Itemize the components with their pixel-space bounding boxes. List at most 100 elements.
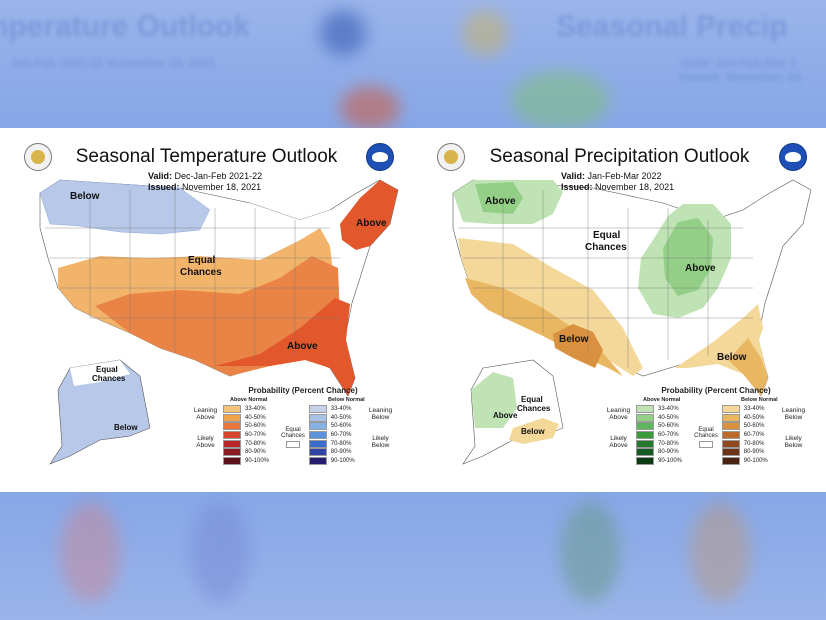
legend-row: 70-80% xyxy=(308,439,363,448)
legend-bin-label: 40-50% xyxy=(658,414,679,421)
temperature-title: Seasonal Temperature Outlook xyxy=(75,146,338,167)
bg-ghost-title-right: Seasonal Precip xyxy=(556,10,788,43)
legend-swatch xyxy=(223,405,241,414)
legend-swatch xyxy=(721,413,740,422)
region-label-alaska-chances: Chances xyxy=(517,404,551,413)
precipitation-map: Above Equal Chances Above Below Below Ab… xyxy=(452,179,812,465)
region-label-chances: Chances xyxy=(585,242,627,253)
legend-row: 33-40% xyxy=(636,405,690,414)
legend-equal-chances: Equal Chances xyxy=(694,427,718,439)
legend-equal-swatch xyxy=(699,441,713,448)
legend-swatch xyxy=(308,405,327,414)
legend-bin-label: 40-50% xyxy=(330,414,352,421)
legend-bin-label: 90-100% xyxy=(245,457,270,464)
legend-above-header: Above Normal xyxy=(230,397,268,403)
legend-likely-above: Likely Above xyxy=(196,435,215,449)
legend-swatch xyxy=(223,431,241,440)
state-borders xyxy=(458,188,753,368)
legend-swatch xyxy=(721,431,740,440)
precip-above-northwest-core xyxy=(475,182,523,214)
legend-row: 33-40% xyxy=(721,405,776,414)
legend-bin-label: 40-50% xyxy=(245,414,266,421)
region-label-below-texas: Below xyxy=(559,334,589,345)
precip-below-florida xyxy=(728,338,768,396)
legend-row: 90-100% xyxy=(721,456,776,466)
temperature-outlook-panel: Below Equal Chances Above Above Equal Ch… xyxy=(0,128,413,492)
legend-bin-label: 33-40% xyxy=(245,406,266,413)
bg-ghost-title-left: nperature Outlook xyxy=(0,10,251,43)
legend-bin-label: 33-40% xyxy=(743,406,765,413)
legend-swatch xyxy=(308,448,327,457)
legend-swatch xyxy=(636,405,654,414)
legend-row: 70-80% xyxy=(636,439,690,448)
legend-bin-label: 60-70% xyxy=(658,432,679,439)
legend-bin-label: 70-80% xyxy=(658,440,679,447)
legend-row: 70-80% xyxy=(721,439,776,448)
issued-label: Issued: xyxy=(148,182,180,192)
legend-swatch xyxy=(223,413,241,422)
legend-row: 50-60% xyxy=(308,422,363,431)
legend-row: 60-70% xyxy=(223,431,277,440)
legend-bin-label: 60-70% xyxy=(743,432,765,439)
precipitation-meta: Valid: Jan-Feb-Mar 2022 Issued: November… xyxy=(561,171,674,193)
alaska-equal-north xyxy=(70,360,130,386)
doc-seal-icon xyxy=(24,143,52,171)
legend-swatch xyxy=(308,431,327,440)
legend-row: 60-70% xyxy=(636,431,690,440)
legend-above-swatches: 33-40% 40-50% 50-60% 60-70% 70-80% 80-90% 90-1… xyxy=(223,405,277,465)
bg-ghost-subtitle-right: Valid: Jan-Feb-Mar 2 Issued: November 18… xyxy=(680,56,805,84)
region-label-equal: Equal xyxy=(593,230,620,241)
noaa-logo-icon xyxy=(366,143,394,171)
valid-value: Dec-Jan-Feb 2021-22 xyxy=(174,171,263,181)
legend-bin-label: 33-40% xyxy=(330,406,352,413)
temperature-map: Below Equal Chances Above Above Equal Ch… xyxy=(39,179,399,465)
legend-bin-label: 90-100% xyxy=(658,457,683,464)
legend-swatch xyxy=(636,448,654,457)
valid-label: Valid: xyxy=(148,171,173,181)
bg-ghost-orange xyxy=(340,86,400,130)
legend-bin-label: 90-100% xyxy=(743,457,768,464)
region-label-alaska-below: Below xyxy=(114,423,138,432)
legend-swatch xyxy=(721,439,740,448)
temp-below-northwest xyxy=(39,179,211,235)
legend-below-swatches: 33-40% 40-50% 50-60% 60-70% 70-80% 80-90% 90-1… xyxy=(308,405,363,465)
region-label-chances: Chances xyxy=(180,267,222,278)
legend-row: 60-70% xyxy=(721,431,776,440)
legend-swatch xyxy=(308,456,327,465)
legend-row: 60-70% xyxy=(308,431,363,440)
legend-swatch xyxy=(308,413,327,422)
state-borders xyxy=(45,188,340,368)
legend-title: Probability (Percent Chance) xyxy=(248,386,358,395)
legend-bin-label: 70-80% xyxy=(743,440,765,447)
issued-value: November 18, 2021 xyxy=(182,182,262,192)
region-label-alaska-chances: Chances xyxy=(92,374,126,383)
outlook-maps: Below Equal Chances Above Above Equal Ch… xyxy=(0,128,826,492)
temperature-legend: Probability (Percent Chance) Above Norma… xyxy=(188,386,398,465)
legend-bin-label: 60-70% xyxy=(330,432,352,439)
legend-equal-chances: Equal Chances xyxy=(281,427,305,439)
legend-leaning-above: Leaning Above xyxy=(606,407,631,421)
temperature-meta: Valid: Dec-Jan-Feb 2021-22 Issued: Novem… xyxy=(148,171,262,193)
legend-above-header: Above Normal xyxy=(643,397,681,403)
legend-bin-label: 60-70% xyxy=(245,432,266,439)
region-label-above-se: Above xyxy=(287,341,318,352)
precipitation-title: Seasonal Precipitation Outlook xyxy=(489,146,750,167)
legend-row: 50-60% xyxy=(223,422,277,431)
legend-swatch xyxy=(721,448,740,457)
legend-bin-label: 80-90% xyxy=(658,449,679,456)
legend-likely-above: Likely Above xyxy=(609,435,628,449)
region-label-alaska-equal: Equal xyxy=(521,395,543,404)
legend-row: 90-100% xyxy=(636,456,690,466)
legend-row: 40-50% xyxy=(308,413,363,423)
legend-swatch xyxy=(636,422,654,431)
legend-leaning-below: Leaning Below xyxy=(368,407,393,421)
legend-bin-label: 90-100% xyxy=(330,457,355,464)
legend-bin-label: 80-90% xyxy=(743,449,765,456)
legend-swatch xyxy=(308,439,327,448)
bg-ghost-legend-far xyxy=(690,502,750,602)
region-label-above-ne: Above xyxy=(356,218,387,229)
legend-bin-label: 80-90% xyxy=(245,449,266,456)
legend-row: 50-60% xyxy=(636,422,690,431)
bg-ghost-legend-right xyxy=(560,502,620,602)
bg-ghost-green xyxy=(510,70,610,130)
